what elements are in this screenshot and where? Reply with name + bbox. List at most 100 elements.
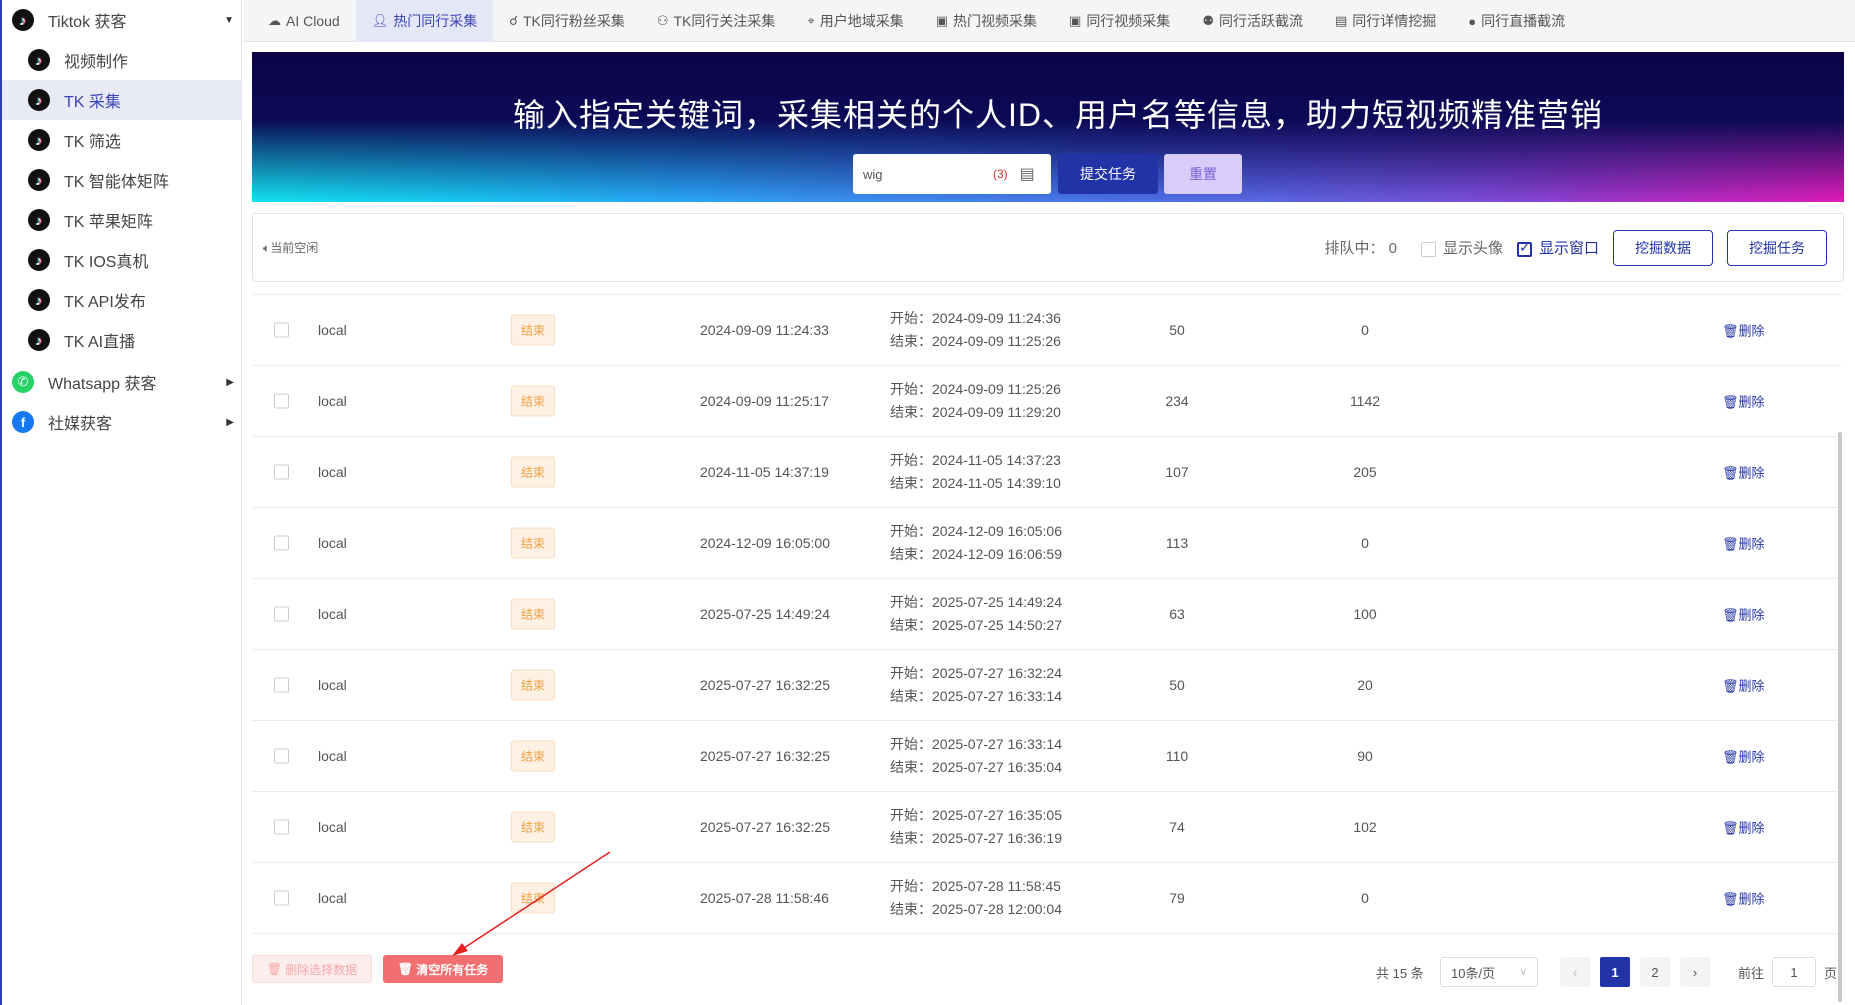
tab-6[interactable]: ▣ 热门视频采集 xyxy=(920,0,1053,42)
row-checkbox[interactable] xyxy=(274,535,289,551)
end-time: 结束：2025-07-25 14:50:27 xyxy=(890,617,1062,633)
status-badge: 结束 xyxy=(511,669,556,701)
tab-5[interactable]: ⌖ 用户地域采集 xyxy=(791,0,919,42)
row-checkbox[interactable] xyxy=(274,677,289,693)
show-avatar-checkbox[interactable]: 显示头像 xyxy=(1420,237,1503,258)
tab-2[interactable]: 👤︎ 热门同行采集 xyxy=(355,0,494,42)
tab-10[interactable]: ● 同行直播截流 xyxy=(1452,0,1581,42)
whatsapp-icon: ✆ xyxy=(12,371,34,393)
sidebar-group-tiktok[interactable]: ♪ Tiktok 获客 ▼ xyxy=(2,0,242,40)
delete-row-button[interactable]: 🗑︎删除 xyxy=(1722,676,1765,695)
scrollbar[interactable] xyxy=(1838,432,1842,1002)
source: local xyxy=(318,322,347,338)
banner-title: 输入指定关键词，采集相关的个人ID、用户名等信息，助力短视频精准营销 xyxy=(512,97,1603,133)
sidebar-item[interactable]: ♪ TK IOS真机 xyxy=(2,240,242,280)
button-label: 删除选择数据 xyxy=(285,962,358,977)
tab-7[interactable]: ▣ 同行视频采集 xyxy=(1053,0,1186,42)
sidebar-group-social[interactable]: f 社媒获客 ▶ xyxy=(2,402,242,442)
caret-down-icon: ▼ xyxy=(224,14,234,26)
row-checkbox[interactable] xyxy=(274,322,289,338)
page-suffix: 页 xyxy=(1824,965,1838,981)
sidebar-group-label: 社媒获客 xyxy=(48,416,113,433)
count-1: 234 xyxy=(1165,393,1189,409)
caret-right-icon: ▶ xyxy=(226,416,234,428)
count-1: 113 xyxy=(1165,535,1189,551)
table-row: local 结束 2025-07-27 16:32:25 开始：2025-07-… xyxy=(252,721,1842,792)
button-label: 清空所有任务 xyxy=(416,962,489,977)
mine-data-button[interactable]: 挖掘数据 xyxy=(1613,229,1713,266)
end-time: 结束：2024-09-09 11:25:26 xyxy=(890,333,1061,349)
prev-page-button[interactable]: ‹ xyxy=(1560,957,1590,987)
start-end-times: 开始：2025-07-27 16:35:05 结束：2025-07-27 16:3… xyxy=(890,804,1062,850)
delete-selected-button[interactable]: 🗑︎ 删除选择数据 xyxy=(252,955,372,983)
row-checkbox[interactable] xyxy=(274,748,289,764)
row-checkbox[interactable] xyxy=(274,606,289,622)
tab-label: AI Cloud xyxy=(286,13,340,29)
clear-all-tasks-button[interactable]: 🗑︎ 清空所有任务 xyxy=(383,955,503,983)
next-page-button[interactable]: › xyxy=(1680,957,1710,987)
page-2[interactable]: 2 xyxy=(1640,957,1670,987)
count-2: 1142 xyxy=(1349,393,1381,409)
delete-row-button[interactable]: 🗑︎删除 xyxy=(1722,605,1765,624)
page-1[interactable]: 1 xyxy=(1600,957,1630,987)
status-badge: 结束 xyxy=(511,314,556,346)
count-2: 0 xyxy=(1361,890,1369,906)
tab-3[interactable]: ☌ TK同行粉丝采集 xyxy=(493,0,641,42)
start-time: 开始：2025-07-25 14:49:24 xyxy=(890,594,1062,610)
page-size-select[interactable]: 10条/页 ∨ xyxy=(1440,957,1538,987)
tab-4[interactable]: ⚇ TK同行关注采集 xyxy=(641,0,792,42)
delete-label: 删除 xyxy=(1738,394,1765,410)
sidebar-item-label: TK AI直播 xyxy=(64,334,136,351)
page-size-value: 10条/页 xyxy=(1451,965,1496,981)
start-end-times: 开始：2025-07-28 11:58:45 结束：2025-07-28 12:0… xyxy=(890,875,1062,921)
delete-row-button[interactable]: 🗑︎删除 xyxy=(1722,392,1765,411)
tab-9[interactable]: ▤ 同行详情挖掘 xyxy=(1319,0,1452,42)
delete-row-button[interactable]: 🗑︎删除 xyxy=(1722,747,1765,766)
created-time: 2025-07-28 11:58:46 xyxy=(700,890,829,906)
count-1: 50 xyxy=(1169,322,1185,338)
goto-page-input[interactable]: 1 xyxy=(1772,957,1817,987)
delete-row-button[interactable]: 🗑︎删除 xyxy=(1722,321,1765,340)
start-time: 开始：2025-07-27 16:33:14 xyxy=(890,736,1062,752)
sidebar-item[interactable]: ♪ TK AI直播 xyxy=(2,320,242,360)
end-time: 结束：2024-09-09 11:29:20 xyxy=(890,404,1061,420)
tab-8[interactable]: ⚉ 同行活跃截流 xyxy=(1186,0,1319,42)
delete-row-button[interactable]: 🗑︎删除 xyxy=(1722,818,1765,837)
tab-bar: ☁ AI Cloud 👤︎ 热门同行采集 ☌ TK同行粉丝采集 ⚇ TK同行关注采集 ⌖ 用户地域… xyxy=(243,0,1855,42)
tiktok-icon: ♪ xyxy=(28,89,50,111)
tiktok-icon: ♪ xyxy=(12,9,34,31)
submit-task-button[interactable]: 提交任务 xyxy=(1058,154,1158,194)
sidebar-item[interactable]: ♪ TK 采集 xyxy=(2,80,242,120)
keyword-input[interactable] xyxy=(863,166,983,182)
trash-icon: 🗑︎ xyxy=(1722,394,1739,410)
row-checkbox[interactable] xyxy=(274,890,289,906)
delete-row-button[interactable]: 🗑︎删除 xyxy=(1722,463,1765,482)
table-row: local 结束 2025-07-27 16:32:25 开始：2025-07-… xyxy=(252,650,1842,721)
toolbar: 🔈︎当前空闲 排队中： 0 显示头像 显示窗口 挖掘数据 挖掘任务 xyxy=(252,213,1844,282)
mine-task-button[interactable]: 挖掘任务 xyxy=(1727,229,1827,266)
reset-button[interactable]: 重置 xyxy=(1164,154,1242,194)
count-2: 205 xyxy=(1353,464,1377,480)
tab-1[interactable]: ☁ AI Cloud xyxy=(252,0,356,42)
show-window-checkbox[interactable]: 显示窗口 xyxy=(1516,237,1599,258)
start-end-times: 开始：2024-09-09 11:25:26 结束：2024-09-09 11:2… xyxy=(890,378,1061,424)
sidebar-group-whatsapp[interactable]: ✆ Whatsapp 获客 ▶ xyxy=(2,362,242,402)
sidebar-item[interactable]: ♪ TK 苹果矩阵 xyxy=(2,200,242,240)
file-import-icon[interactable]: ▤ xyxy=(1019,166,1035,183)
start-time: 开始：2025-07-27 16:35:05 xyxy=(890,807,1062,823)
tiktok-icon: ♪ xyxy=(28,249,50,271)
delete-row-button[interactable]: 🗑︎删除 xyxy=(1722,889,1765,908)
delete-row-button[interactable]: 🗑︎删除 xyxy=(1722,534,1765,553)
tab-label: 同行直播截流 xyxy=(1481,13,1566,29)
sidebar-item[interactable]: ♪ TK 智能体矩阵 xyxy=(2,160,242,200)
sidebar-item[interactable]: ♪ 视频制作 xyxy=(2,40,242,80)
row-checkbox[interactable] xyxy=(274,393,289,409)
start-end-times: 开始：2024-09-09 11:24:36 结束：2024-09-09 11:2… xyxy=(890,307,1061,353)
start-time: 开始：2024-09-09 11:25:26 xyxy=(890,381,1061,397)
sidebar-item[interactable]: ♪ TK API发布 xyxy=(2,280,242,320)
sidebar-item[interactable]: ♪ TK 筛选 xyxy=(2,120,242,160)
tiktok-icon: ♪ xyxy=(28,329,50,351)
row-checkbox[interactable] xyxy=(274,464,289,480)
trash-icon: 🗑︎ xyxy=(1722,323,1739,339)
row-checkbox[interactable] xyxy=(274,819,289,835)
